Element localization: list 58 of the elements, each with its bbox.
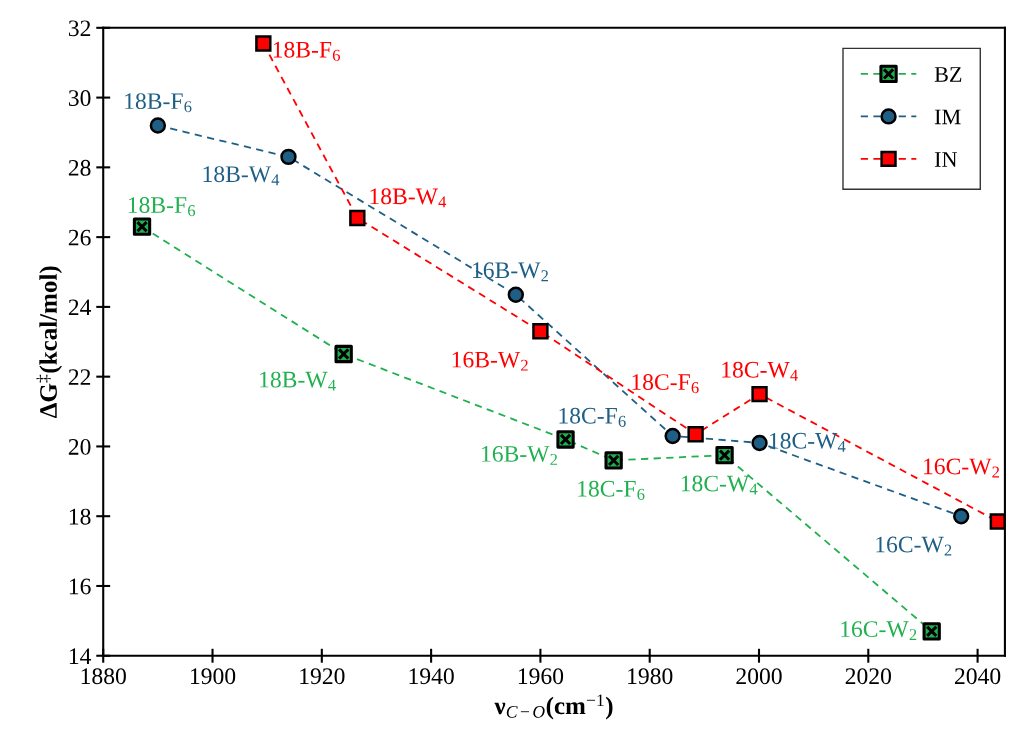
point: [149, 117, 167, 134]
annotation: 16C-W$_{2}$: [841, 621, 917, 641]
annotation: 18B-W$_{4}$: [370, 188, 447, 208]
y-axis-title: ΔG$^{‡}$(kcal/mol): [36, 266, 62, 418]
point: [953, 508, 970, 525]
annotation: 18B-W$_{4}$: [203, 166, 280, 186]
legend-label: BZ: [934, 67, 962, 82]
x-tick-label: 1940: [409, 668, 454, 685]
annotation: 16B-W$_{2}$: [473, 262, 548, 282]
x-tick-label: 1920: [300, 668, 345, 685]
point: [507, 286, 525, 303]
y-tick-label: 20: [68, 438, 91, 455]
y-tick-label: 26: [68, 229, 91, 246]
y-tick-label: 24: [68, 299, 92, 316]
annotation: 18C-F$_{6}$: [559, 407, 626, 427]
point: [556, 430, 575, 449]
annotation: 18C-W$_{4}$: [769, 432, 846, 452]
point: [532, 323, 549, 340]
point: [989, 513, 1005, 530]
annotation: 18C-W$_{4}$: [681, 475, 758, 495]
annotation: 16C-W$_{2}$: [924, 458, 1000, 478]
x-tick-label: 2020: [845, 668, 892, 685]
point: [751, 385, 768, 403]
y-tick-label: 22: [68, 369, 91, 385]
point: [715, 445, 734, 465]
annotation: 18C-F$_{6}$: [632, 374, 699, 394]
annotation: 18B-W$_{4}$: [260, 371, 336, 391]
x-tick-label: 2040: [955, 668, 1001, 685]
y-tick-label: 32: [68, 20, 91, 37]
annotation: 16B-W$_{2}$: [482, 445, 558, 465]
point: [604, 451, 623, 470]
x-tick-label: 2000: [736, 668, 782, 685]
point: [349, 209, 366, 227]
annotation: 18C-W$_{4}$: [722, 361, 798, 381]
point: [664, 427, 681, 445]
annotation: 16B-W$_{2}$: [452, 351, 528, 371]
x-tick-label: 1980: [628, 668, 673, 685]
annotation: 18B-F$_{6}$: [128, 197, 196, 217]
y-tick-label: 28: [68, 159, 91, 176]
y-tick-label: 16: [69, 578, 91, 595]
point: [751, 434, 768, 452]
x-tick-label: 1960: [518, 668, 564, 685]
annotation: 18C-F$_{6}$: [578, 480, 645, 500]
annotation: 16C-W$_{2}$: [876, 536, 952, 556]
y-tick-label: 14: [69, 648, 92, 664]
y-tick-label: 18: [69, 508, 91, 525]
x-tick-label: 1880: [81, 668, 126, 685]
point: [255, 35, 272, 52]
point: [132, 217, 152, 236]
x-axis-title: ν$_{C−O}$(cm$^{−1}$): [494, 694, 613, 720]
y-tick-label: 30: [68, 90, 91, 107]
annotation: 18B-F$_{6}$: [125, 93, 192, 113]
point: [687, 426, 704, 443]
legend-label: IN: [934, 152, 958, 167]
legend-label: IM: [934, 109, 961, 125]
point: [280, 148, 297, 166]
annotation: 18B-F$_{6}$: [273, 41, 340, 61]
x-tick-label: 1900: [190, 668, 236, 685]
